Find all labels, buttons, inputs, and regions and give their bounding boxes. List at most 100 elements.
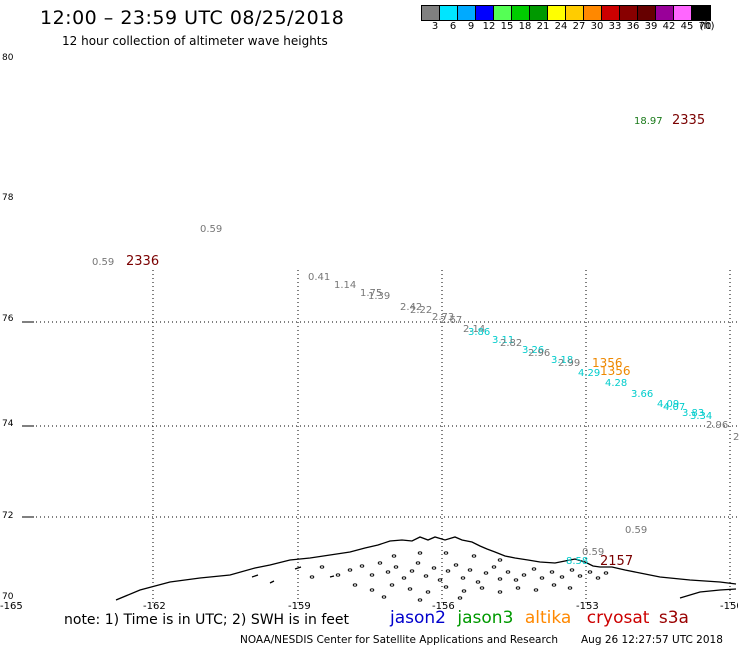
credit-line: NOAA/NESDIS Center for Satellite Applica… [240, 634, 558, 646]
units-note: note: 1) Time is in UTC; 2) SWH is in fe… [64, 612, 350, 628]
color-swatch [458, 6, 476, 20]
color-scale-label: 3 [431, 21, 439, 32]
lake-mark [549, 570, 555, 574]
lake-mark [457, 596, 463, 600]
lake-mark [369, 588, 375, 592]
color-scale-label: 21 [536, 21, 550, 32]
lake-mark [531, 567, 537, 571]
lake-mark [567, 586, 573, 590]
lat-label-78: 78 [2, 193, 14, 203]
color-scale-label: 9 [467, 21, 475, 32]
swh-label-s3a: 2.99 [558, 358, 580, 369]
lake-mark [539, 576, 545, 580]
lake-mark [559, 575, 565, 579]
lake-mark [551, 583, 557, 587]
swh-label-s3a: 1.75 [360, 288, 382, 299]
color-scale-label: 70 [698, 21, 712, 32]
page-title: 12:00 – 23:59 UTC 08/25/2018 [40, 7, 345, 29]
swh-label-jason2: 8.58 [566, 556, 588, 567]
lake-mark [425, 590, 431, 594]
swh-label-s3a: 2.96 [706, 420, 728, 431]
lake-mark [483, 571, 489, 575]
lake-mark [460, 576, 466, 580]
swh-label-jason2: 4.28 [605, 378, 627, 389]
lake-mark [415, 561, 421, 565]
swh-label-jason2: 4.07 [663, 402, 685, 413]
lake-mark [471, 554, 477, 558]
lat-label-72: 72 [2, 511, 14, 521]
lat-label-80: 80 [2, 53, 14, 63]
color-scale-label: 33 [608, 21, 622, 32]
lake-mark [533, 588, 539, 592]
lake-mark [385, 570, 391, 574]
color-swatch [692, 6, 710, 20]
color-scale-label: 15 [500, 21, 514, 32]
page-subtitle: 12 hour collection of altimeter wave hei… [62, 34, 328, 48]
swh-label-s3a: 0.59 [200, 224, 222, 235]
lake-mark [569, 568, 575, 572]
lake-mark [443, 585, 449, 589]
lon-label-165: -165 [0, 601, 23, 612]
lake-mark [309, 575, 315, 579]
swh-label-cryosat: 2157 [600, 554, 633, 569]
legend-cryosat: cryosat [586, 608, 650, 628]
lake-mark [445, 569, 451, 573]
lon-label-150: -150 [720, 601, 738, 612]
swh-label-s3a: 2.73 [432, 312, 454, 323]
color-scale-label: 6 [449, 21, 457, 32]
color-scale-label: 18 [518, 21, 532, 32]
color-scale-label: 12 [482, 21, 496, 32]
lake-mark [595, 576, 601, 580]
swh-label-jason2: 3.66 [631, 389, 653, 400]
lon-label-156: -156 [432, 601, 455, 612]
color-swatch [422, 6, 440, 20]
lake-mark [577, 574, 583, 578]
lake-mark [587, 570, 593, 574]
swh-label-s3a: 2.9 [733, 432, 740, 443]
color-swatch [656, 6, 674, 20]
lake-mark [409, 569, 415, 573]
lake-mark [391, 554, 397, 558]
swh-label-s3a: 1.39 [368, 291, 390, 302]
lake-mark [393, 565, 399, 569]
color-swatch [584, 6, 602, 20]
legend-altika: altika [524, 608, 572, 628]
lon-label-162: -162 [143, 601, 166, 612]
swh-label-jason2: 3.83 [682, 408, 704, 419]
swh-label-cryosat: 2336 [126, 254, 159, 269]
swh-label-jason2: 4.09 [657, 399, 679, 410]
swh-label-s3a: 2.22 [410, 305, 432, 316]
color-scale-label: 27 [572, 21, 586, 32]
color-scale-label: 42 [662, 21, 676, 32]
lake-mark [407, 587, 413, 591]
swh-label-cryosat: 2335 [672, 113, 705, 128]
color-scale-label: 24 [554, 21, 568, 32]
coastline-path [115, 536, 737, 601]
swh-label-s3a: 1.14 [334, 280, 356, 291]
color-scale-label: (ft) [699, 21, 715, 32]
lake-mark [497, 558, 503, 562]
swh-label-s3a: 2.96 [528, 348, 550, 359]
color-swatch [512, 6, 530, 20]
legend-s3a: s3a [658, 608, 689, 628]
lake-mark [453, 563, 459, 567]
lake-mark [431, 566, 437, 570]
graticule [22, 270, 740, 603]
color-swatch [566, 6, 584, 20]
lake-mark [389, 583, 395, 587]
lake-mark [491, 565, 497, 569]
lake-mark [497, 577, 503, 581]
swh-label-jason2: 3.34 [690, 411, 712, 422]
lake-mark [461, 589, 467, 593]
color-scale-label: 36 [626, 21, 640, 32]
color-scale-bar [421, 5, 711, 21]
lake-mark [335, 573, 341, 577]
lat-label-76: 76 [2, 314, 14, 324]
lake-mark [401, 576, 407, 580]
color-swatch [494, 6, 512, 20]
generated-timestamp: Aug 26 12:27:57 UTC 2018 [581, 634, 723, 646]
lake-mark [381, 595, 387, 599]
color-swatch [440, 6, 458, 20]
lat-label-74: 74 [2, 419, 14, 429]
